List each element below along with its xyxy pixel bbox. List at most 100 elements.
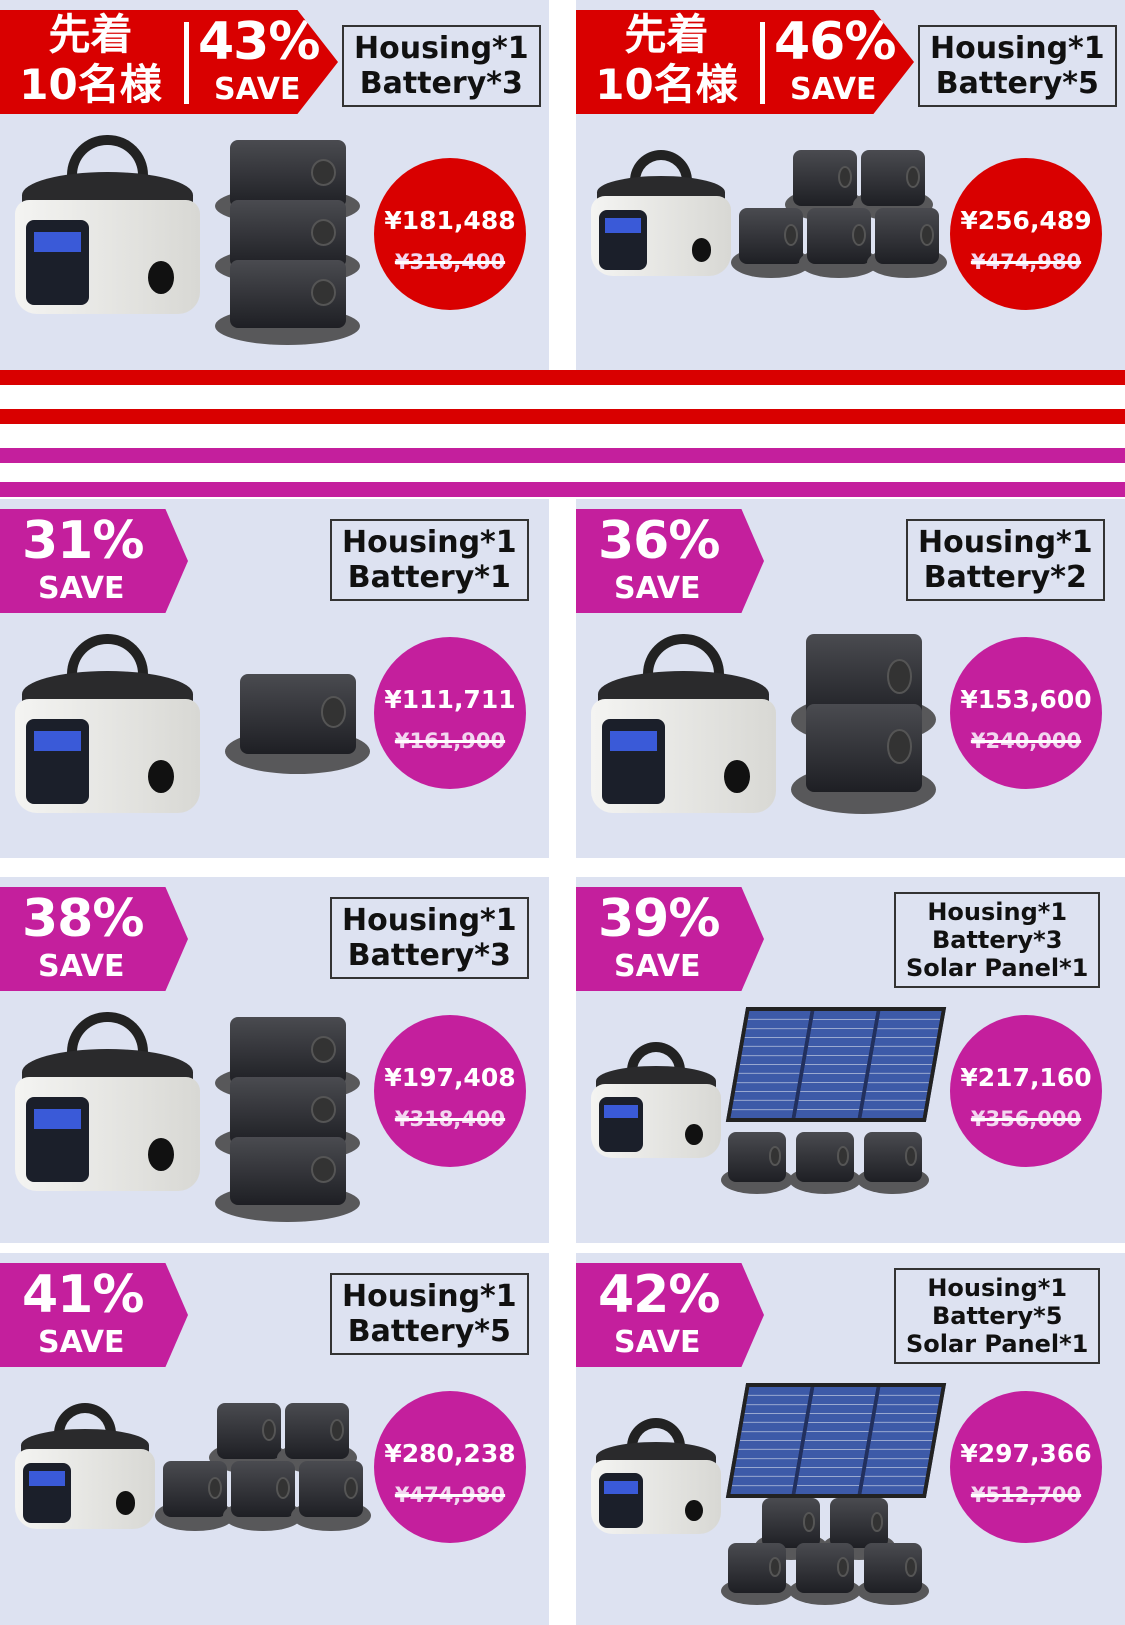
screen-display [604, 1104, 638, 1119]
product-card[interactable]: 36% SAVE Housing*1 Battery*2 ¥153,600 ¥240,00… [576, 499, 1125, 858]
discount-percent: 43% [198, 12, 320, 72]
discount-percent: 38% [22, 889, 144, 949]
power-station-screen [599, 209, 647, 270]
power-station-port [148, 759, 175, 794]
battery-box [807, 208, 871, 264]
discount-badge: 31% SAVE [0, 509, 188, 613]
bundle-contents: Housing*1 Battery*1 [330, 519, 529, 601]
product-card[interactable]: 41% SAVE Housing*1 Battery*5 ¥280,238 ¥474,98… [0, 1253, 549, 1625]
battery-box [299, 1461, 363, 1517]
product-card[interactable]: 42% SAVE Housing*1 Battery*5 Solar Panel*1 ¥2… [576, 1253, 1125, 1625]
battery-image [155, 1461, 235, 1531]
product-card[interactable]: 39% SAVE Housing*1 Battery*3 Solar Panel*1 ¥2… [576, 877, 1125, 1243]
battery-image [789, 1132, 861, 1194]
battery-box [229, 260, 346, 328]
battery-connector [330, 1418, 345, 1442]
price-circle: ¥280,238 ¥474,980 [374, 1391, 526, 1543]
contents-line: Housing*1 [342, 1279, 517, 1314]
battery-box [861, 150, 926, 206]
power-station-image [591, 634, 776, 819]
divider-stripe-magenta [0, 482, 1125, 497]
save-label: SAVE [614, 949, 701, 984]
battery-box [739, 208, 803, 264]
battery-image [799, 208, 879, 278]
battery-connector [802, 1511, 816, 1532]
contents-line: Battery*3 [359, 66, 523, 101]
power-station-image [15, 135, 200, 320]
battery-connector [886, 658, 913, 694]
limited-offer-label: 先着 10名様 [595, 10, 738, 109]
product-card[interactable]: 先着 10名様 43% SAVE Housing*1 Battery*3 ¥181,488… [0, 0, 549, 370]
product-card[interactable]: 31% SAVE Housing*1 Battery*1 ¥111,711 ¥161,90… [0, 499, 549, 858]
screen-display [33, 232, 82, 253]
battery-box [793, 150, 858, 206]
sale-price: ¥197,408 [384, 1063, 516, 1092]
solar-panel-image [725, 1383, 947, 1498]
battery-box [229, 200, 346, 268]
battery-image [721, 1132, 793, 1194]
badge-separator [760, 22, 765, 104]
battery-image [857, 1543, 929, 1605]
sale-price: ¥297,366 [960, 1439, 1092, 1468]
battery-box [796, 1132, 854, 1182]
discount-badge: 42% SAVE [576, 1263, 764, 1367]
product-card[interactable]: 先着 10名様 46% SAVE Housing*1 Battery*5 ¥256,489… [576, 0, 1125, 370]
battery-connector [906, 165, 921, 189]
battery-box [805, 704, 922, 792]
battery-image [731, 208, 811, 278]
price-circle: ¥153,600 ¥240,000 [950, 637, 1102, 789]
power-station-port [148, 260, 175, 295]
power-station-screen [602, 719, 665, 805]
battery-box [239, 674, 356, 754]
power-station-port [115, 1491, 136, 1515]
original-price: ¥240,000 [970, 729, 1082, 753]
power-station-screen [26, 719, 89, 805]
battery-connector [836, 1145, 850, 1166]
power-station-image [15, 634, 200, 819]
contents-line: Housing*1 [930, 31, 1105, 66]
contents-line: Battery*5 [935, 66, 1099, 101]
contents-line: Battery*1 [347, 560, 511, 595]
power-station-handle [642, 634, 725, 690]
power-station-handle [66, 1012, 149, 1068]
price-circle: ¥197,408 ¥318,400 [374, 1015, 526, 1167]
solar-panel-image [725, 1007, 947, 1122]
contents-line: Housing*1 [342, 903, 517, 938]
battery-box [830, 1498, 888, 1548]
product-card[interactable]: 38% SAVE Housing*1 Battery*3 ¥197,408 ¥318,40… [0, 877, 549, 1243]
price-circle: ¥256,489 ¥474,980 [950, 158, 1102, 310]
battery-image [209, 1403, 290, 1473]
save-label: SAVE [38, 1325, 125, 1360]
contents-line: Housing*1 [918, 525, 1093, 560]
power-station-handle [66, 135, 149, 191]
battery-connector [310, 1156, 337, 1184]
discount-percent: 46% [774, 12, 896, 72]
battery-connector [262, 1418, 277, 1442]
contents-line: Battery*3 [931, 926, 1063, 954]
sale-price: ¥217,160 [960, 1063, 1092, 1092]
bundle-contents: Housing*1 Battery*3 [330, 897, 529, 979]
battery-connector [870, 1511, 884, 1532]
battery-connector [275, 1476, 290, 1500]
battery-box [163, 1461, 227, 1517]
sale-price: ¥111,711 [384, 685, 516, 714]
battery-box [285, 1403, 350, 1459]
original-price: ¥161,900 [394, 729, 506, 753]
power-station-port [148, 1137, 175, 1172]
price-circle: ¥297,366 ¥512,700 [950, 1391, 1102, 1543]
power-station-screen [26, 220, 89, 306]
discount-badge: 38% SAVE [0, 887, 188, 991]
battery-image [215, 260, 360, 345]
discount-percent: 31% [22, 511, 144, 571]
contents-line: Battery*5 [931, 1302, 1063, 1330]
power-station-image [591, 1418, 721, 1538]
original-price: ¥318,400 [394, 1107, 506, 1131]
original-price: ¥512,700 [970, 1483, 1082, 1507]
save-label: SAVE [38, 571, 125, 606]
power-station-handle [627, 1418, 685, 1454]
original-price: ¥318,400 [394, 250, 506, 274]
sale-price: ¥256,489 [960, 206, 1092, 235]
contents-line: Housing*1 [342, 525, 517, 560]
contents-line: Battery*5 [347, 1314, 511, 1349]
battery-box [231, 1461, 295, 1517]
